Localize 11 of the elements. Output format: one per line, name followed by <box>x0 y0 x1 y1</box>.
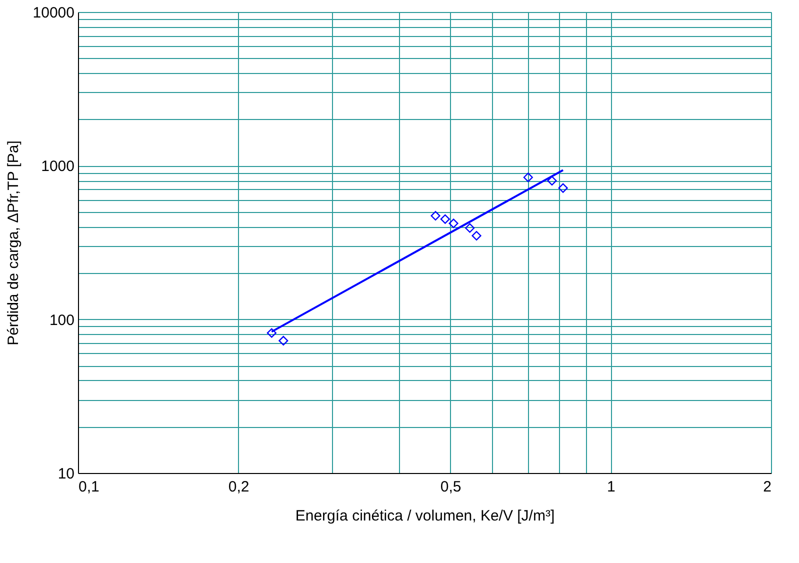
x-axis-title: Energía cinética / volumen, Ke/V [J/m³] <box>295 508 555 524</box>
y-tick-label: 100 <box>49 312 74 329</box>
y-tick-label: 10 <box>58 466 74 482</box>
x-tick-label: 0,2 <box>228 478 250 496</box>
y-axis-title: Pérdida de carga, ΔPfr,TP [Pa] <box>4 140 22 346</box>
x-tick-label: 1 <box>606 478 616 496</box>
x-tick-label: 0,1 <box>78 478 100 496</box>
x-tick-label: 2 <box>763 478 772 496</box>
y-tick-label: 10000 <box>32 4 74 22</box>
x-tick-label: 0,5 <box>440 478 462 496</box>
y-tick-label: 1000 <box>41 158 74 176</box>
